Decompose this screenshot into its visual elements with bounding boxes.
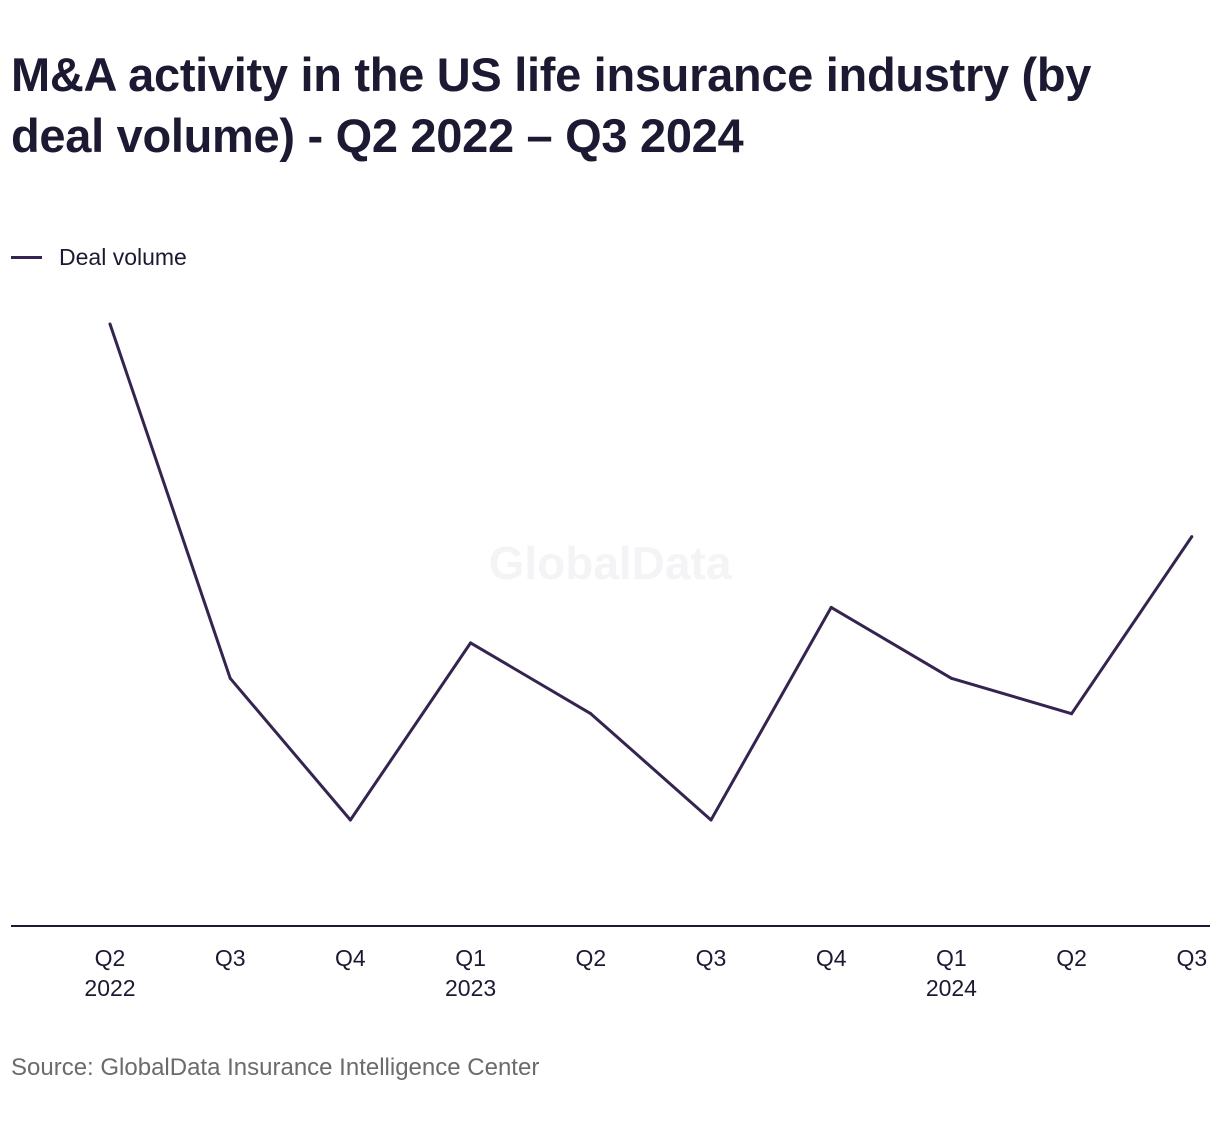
x-tick-label: Q2 xyxy=(95,945,126,971)
source-note: Source: GlobalData Insurance Intelligenc… xyxy=(11,1054,540,1081)
data-point xyxy=(949,676,953,680)
watermark: GlobalData xyxy=(489,537,732,589)
x-tick-label: Q4 xyxy=(335,945,366,971)
series-deal-volume xyxy=(108,322,1194,822)
x-tick-label: Q3 xyxy=(1176,945,1207,971)
data-point xyxy=(589,712,593,716)
legend-swatch-deal-volume xyxy=(11,255,42,259)
x-tick-label: Q3 xyxy=(215,945,246,971)
series-line-deal-volume xyxy=(108,323,1194,822)
data-point xyxy=(709,818,713,822)
x-tick-label: Q2 xyxy=(1056,945,1087,971)
chart-title: M&A activity in the US life insurance in… xyxy=(11,48,1092,162)
x-tick-label: Q3 xyxy=(696,945,727,971)
data-point xyxy=(348,818,352,822)
data-point xyxy=(108,322,112,326)
data-point xyxy=(1190,535,1194,539)
legend: Deal volume xyxy=(11,242,187,272)
legend-label-deal-volume: Deal volume xyxy=(59,243,187,270)
x-tick-label: Q4 xyxy=(816,945,847,971)
x-axis-ticks: Q2 2022 Q3 Q4 Q1 2023 Q2 Q3 Q4 Q1 2024 Q2 Q3 xyxy=(84,945,1207,1001)
data-point xyxy=(829,605,833,609)
x-tick-label: Q1 xyxy=(936,945,967,971)
x-tick-label: Q2 xyxy=(575,945,606,971)
x-tick-year-label: 2023 xyxy=(445,975,496,1001)
data-point xyxy=(228,676,232,680)
x-tick-year-label: 2022 xyxy=(84,975,135,1001)
data-point xyxy=(469,641,473,645)
data-point xyxy=(1070,712,1074,716)
x-tick-label: Q1 xyxy=(455,945,486,971)
x-tick-year-label: 2024 xyxy=(926,975,977,1001)
